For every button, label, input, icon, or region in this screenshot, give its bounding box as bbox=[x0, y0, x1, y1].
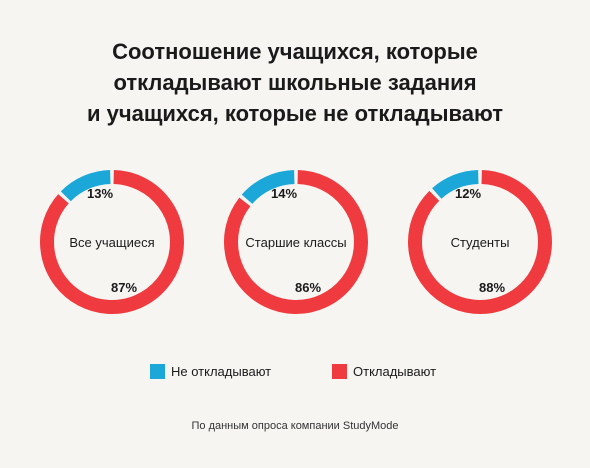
value-label-not-delay: 12% bbox=[455, 186, 481, 201]
donut-slice-not-delay bbox=[241, 170, 295, 205]
title-line-1: Соотношение учащихся, которые bbox=[112, 39, 478, 64]
source-note: По данным опроса компании StudyMode bbox=[191, 420, 399, 432]
donut-charts: Все учащиеся 13% 87% Старшие классы 14% 86% Ст… bbox=[40, 170, 552, 314]
donut-slice-delay bbox=[40, 170, 184, 314]
legend-item-not-delay: Не откладывают bbox=[150, 362, 271, 380]
value-label-not-delay: 13% bbox=[87, 186, 113, 201]
donut-center-label: Студенты bbox=[451, 235, 510, 250]
title-line-3: и учащихся, которые не откладывают bbox=[86, 101, 504, 126]
legend-swatch-not-delay bbox=[150, 363, 165, 379]
legend-label-not-delay: Не откладывают bbox=[171, 363, 272, 379]
donut-slice-not-delay bbox=[432, 170, 479, 199]
legend-item-delay: Откладывают bbox=[332, 362, 436, 380]
title-line-2: откладывают школьные задания bbox=[113, 70, 477, 95]
value-label-not-delay: 14% bbox=[271, 186, 297, 201]
value-label-delay: 87% bbox=[111, 280, 137, 295]
chart-title: Соотношение учащихся, которые откладываю… bbox=[0, 36, 590, 129]
donut-slice-delay bbox=[224, 170, 368, 314]
legend-label-delay: Откладывают bbox=[353, 363, 437, 379]
donut-slice-delay bbox=[408, 170, 552, 314]
value-label-delay: 86% bbox=[295, 280, 321, 295]
donut-slice-not-delay bbox=[60, 170, 111, 202]
donut-center-label: Все учащиеся bbox=[69, 235, 154, 250]
donut-center-label: Старшие классы bbox=[245, 235, 346, 250]
legend-swatch-delay bbox=[332, 363, 347, 379]
value-label-delay: 88% bbox=[479, 280, 505, 295]
